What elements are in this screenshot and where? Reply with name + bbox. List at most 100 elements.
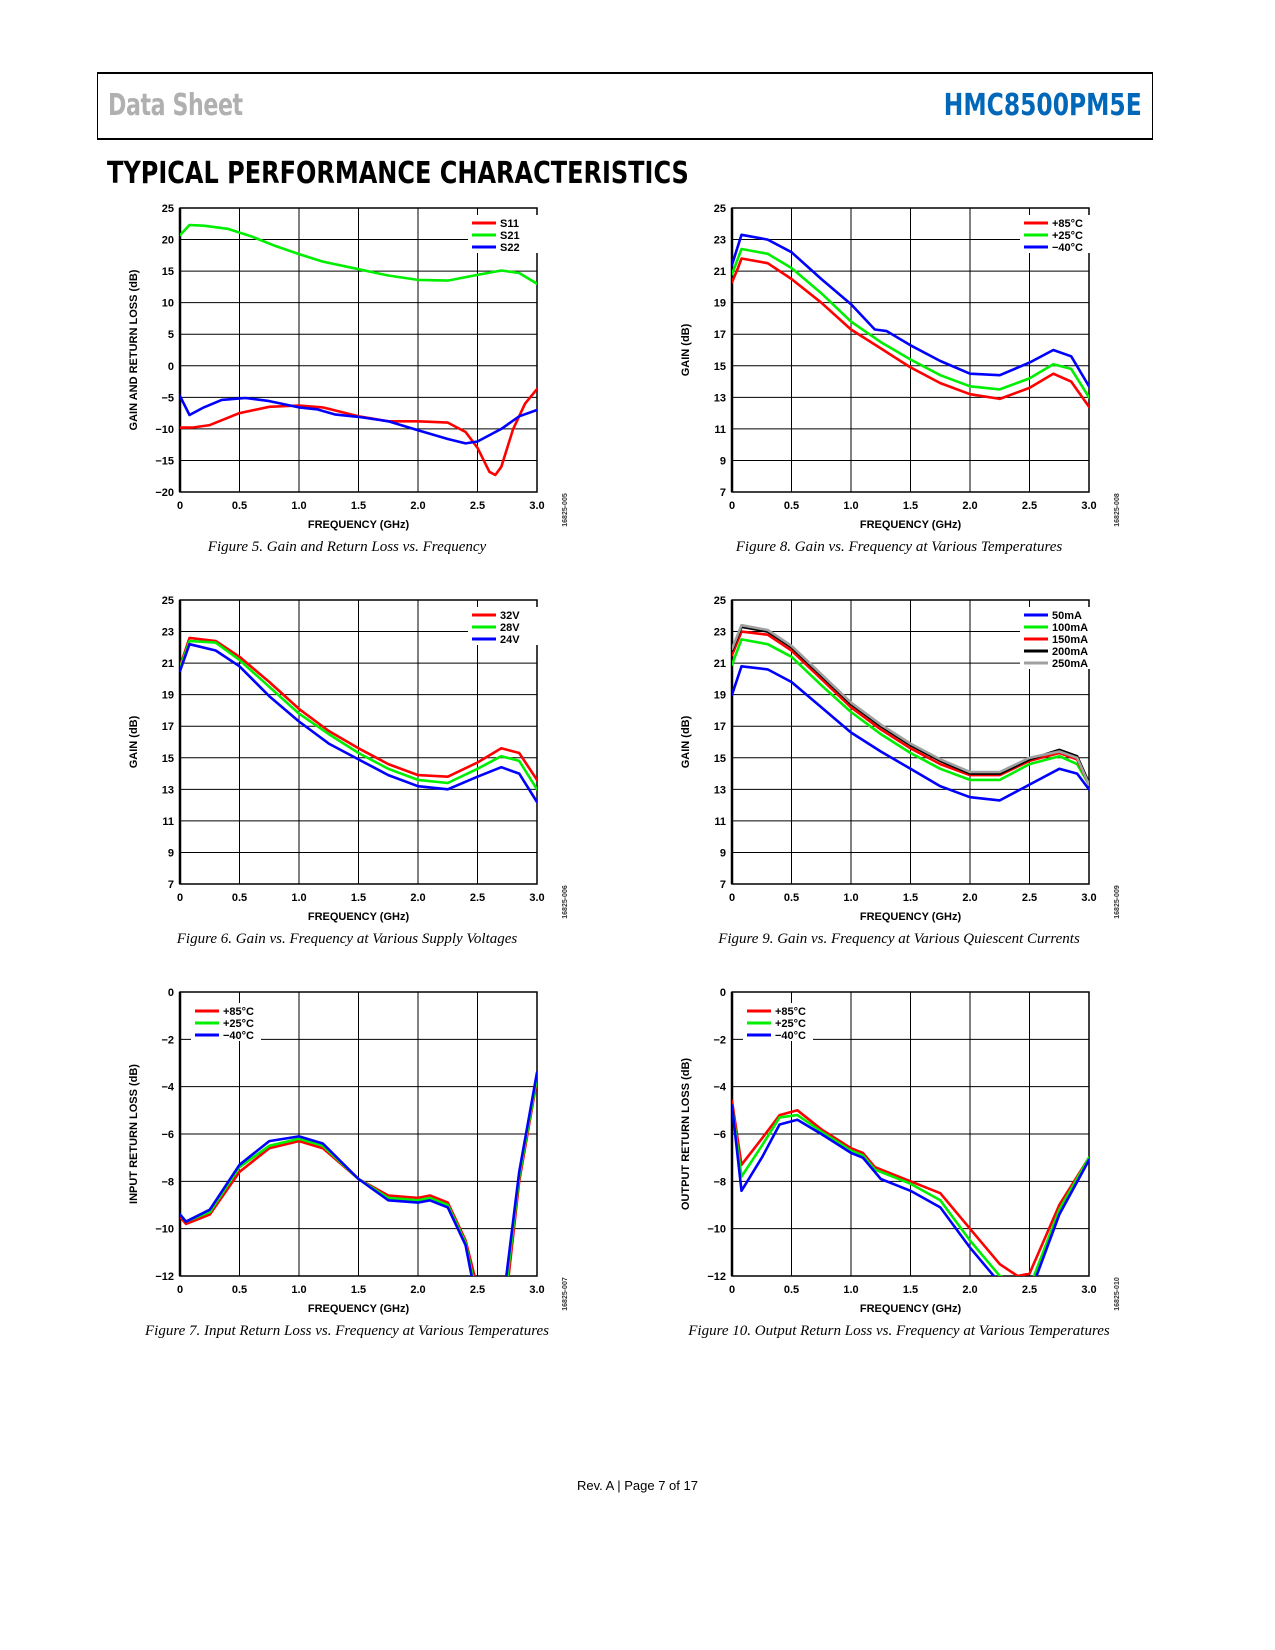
- series-line-2: [180, 223, 537, 285]
- y-tick-label: −20: [155, 487, 174, 499]
- x-tick-label: 0.5: [232, 892, 247, 904]
- y-tick-label: −8: [161, 1176, 174, 1188]
- series-line-3: [732, 630, 1089, 786]
- header-doc-type: Data Sheet: [108, 88, 243, 123]
- legend-label: 200mA: [1052, 646, 1088, 658]
- series-line-2: [732, 1104, 1089, 1276]
- y-tick-label: 23: [714, 235, 726, 247]
- x-tick-label: 1.5: [351, 1284, 366, 1296]
- caption-figure-8: Figure 8. Gain vs. Frequency at Various …: [735, 539, 1063, 555]
- series-line-1: [732, 1099, 1089, 1276]
- x-tick-label: 2.5: [470, 1284, 485, 1296]
- y-axis-label: GAIN (dB): [680, 715, 692, 768]
- y-tick-label: 19: [162, 690, 174, 702]
- figure-id-label: 16825-005: [562, 493, 569, 527]
- x-tick-label: 1.0: [843, 892, 858, 904]
- figure-id-label: 16825-006: [562, 885, 569, 919]
- y-tick-label: 19: [714, 690, 726, 702]
- y-tick-label: −10: [707, 1224, 726, 1236]
- legend-label: +85°C: [775, 1006, 806, 1018]
- legend-label: +85°C: [1052, 218, 1083, 230]
- x-axis-label: FREQUENCY (GHz): [308, 519, 410, 531]
- chart-figure-8: 0 0.5 1.0 1.5 2.0 2.5 3.0 7 9 11 13 15 17 19 21 23 25 FRE…: [652, 200, 1132, 540]
- caption-figure-5: Figure 5. Gain and Return Loss vs. Frequ…: [207, 539, 487, 555]
- x-tick-label: 1.5: [903, 500, 918, 512]
- y-axis-label: INPUT RETURN LOSS (dB): [128, 1064, 140, 1204]
- y-tick-label: 11: [714, 816, 726, 828]
- x-tick-label: 2.0: [410, 500, 425, 512]
- legend-label: S11: [500, 218, 519, 230]
- y-tick-label: 13: [714, 784, 726, 796]
- y-tick-label: −12: [155, 1271, 174, 1283]
- y-tick-label: 15: [714, 753, 726, 765]
- x-tick-label: 2.0: [962, 1284, 977, 1296]
- page-footer: Rev. A | Page 7 of 17: [577, 1478, 698, 1493]
- y-tick-label: −4: [161, 1082, 174, 1094]
- legend-label: S21: [500, 230, 520, 242]
- x-tick-label: 2.5: [1022, 892, 1037, 904]
- legend-label: +25°C: [1052, 230, 1083, 242]
- chart-figure-6: 0 0.5 1.0 1.5 2.0 2.5 3.0 7 9 11 13 15 17 19 21 23 25 FRE…: [100, 592, 580, 932]
- y-tick-label: 15: [714, 361, 726, 373]
- x-tick-label: 1.0: [843, 1284, 858, 1296]
- x-tick-label: 3.0: [529, 1284, 544, 1296]
- x-tick-label: 0: [177, 500, 183, 512]
- series-line-3: [180, 642, 537, 804]
- x-tick-label: 2.5: [1022, 500, 1037, 512]
- x-tick-label: 1.5: [903, 1284, 918, 1296]
- figure-id-label: 16825-008: [1114, 493, 1121, 527]
- series-line-2: [732, 638, 1089, 786]
- x-tick-label: 0: [729, 1284, 735, 1296]
- figure-id-label: 16825-010: [1114, 1277, 1121, 1311]
- page-header: Data Sheet HMC8500PM5E: [97, 72, 1153, 140]
- y-tick-label: 9: [720, 455, 726, 467]
- chart-svg: 0 0.5 1.0 1.5 2.0 2.5 3.0 −12 −10 −8 −6 −4 −2 0 FREQUE…: [680, 987, 1121, 1315]
- x-axis-label: FREQUENCY (GHz): [860, 911, 962, 923]
- y-tick-label: 17: [162, 721, 174, 733]
- chart-figure-10: 0 0.5 1.0 1.5 2.0 2.5 3.0 −12 −10 −8 −6 −4 −2 0 FREQUE…: [652, 984, 1132, 1324]
- y-tick-label: −5: [161, 392, 174, 404]
- y-tick-label: −6: [161, 1129, 174, 1141]
- legend-label: −40°C: [775, 1030, 806, 1042]
- x-tick-label: 0.5: [784, 500, 799, 512]
- legend-label: +25°C: [223, 1018, 254, 1030]
- y-axis-label: OUTPUT RETURN LOSS (dB): [680, 1058, 692, 1210]
- y-tick-label: 9: [168, 847, 174, 859]
- legend-label: 250mA: [1052, 658, 1088, 670]
- y-tick-label: 19: [714, 298, 726, 310]
- caption-figure-7: Figure 7. Input Return Loss vs. Frequenc…: [145, 1323, 549, 1339]
- y-tick-label: 23: [162, 627, 174, 639]
- y-tick-label: 23: [714, 627, 726, 639]
- x-tick-label: 3.0: [529, 892, 544, 904]
- caption-figure-6: Figure 6. Gain vs. Frequency at Various …: [176, 931, 518, 947]
- y-tick-label: 10: [162, 298, 174, 310]
- x-tick-label: 0.5: [232, 500, 247, 512]
- y-tick-label: 25: [714, 203, 726, 215]
- series-line-1: [180, 636, 537, 782]
- y-tick-label: 21: [714, 266, 726, 278]
- x-tick-label: 2.0: [410, 1284, 425, 1296]
- y-tick-label: 11: [162, 816, 174, 828]
- x-axis-label: FREQUENCY (GHz): [308, 911, 410, 923]
- legend-label: 50mA: [1052, 610, 1082, 622]
- y-tick-label: 0: [168, 987, 174, 999]
- y-tick-label: 7: [720, 487, 726, 499]
- x-tick-label: 2.5: [470, 500, 485, 512]
- y-tick-label: 5: [168, 329, 174, 341]
- x-axis-label: FREQUENCY (GHz): [860, 519, 962, 531]
- y-axis-label: GAIN AND RETURN LOSS (dB): [128, 269, 140, 430]
- y-tick-label: −2: [713, 1034, 726, 1046]
- x-tick-label: 2.0: [410, 892, 425, 904]
- series-line-1: [732, 257, 1089, 409]
- legend-label: 100mA: [1052, 622, 1088, 634]
- x-tick-label: 1.0: [291, 1284, 306, 1296]
- x-tick-label: 0.5: [784, 892, 799, 904]
- series-line-3: [180, 1071, 537, 1276]
- x-tick-label: 3.0: [1081, 1284, 1096, 1296]
- y-tick-label: 13: [714, 392, 726, 404]
- x-axis-label: FREQUENCY (GHz): [860, 1303, 962, 1315]
- legend-label: −40°C: [1052, 242, 1083, 254]
- y-tick-label: 25: [162, 203, 174, 215]
- x-tick-label: 0: [177, 892, 183, 904]
